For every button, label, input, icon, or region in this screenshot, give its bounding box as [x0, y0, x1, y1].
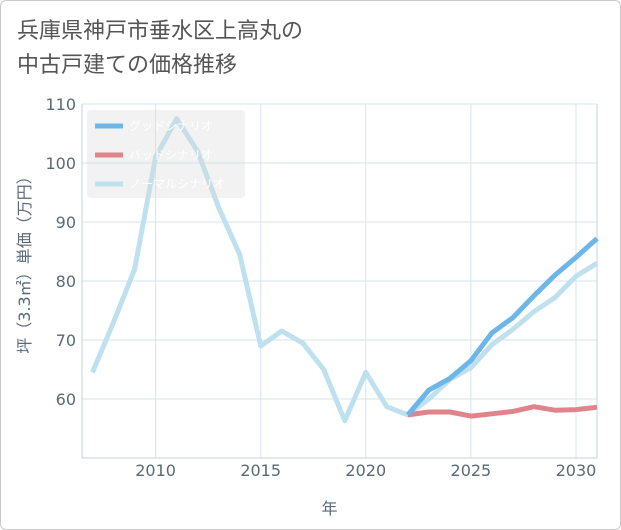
series-line: [407, 404, 598, 419]
y-tick-label: 80: [56, 272, 76, 291]
x-tick-label: 2025: [451, 461, 492, 480]
series-line: [90, 116, 599, 424]
x-tick-label: 2020: [345, 461, 386, 480]
legend-box: [87, 110, 245, 198]
legend-label: グッドシナリオ: [129, 119, 213, 133]
legend-label: ノーマルシナリオ: [129, 177, 225, 191]
y-tick-label: 110: [45, 95, 76, 114]
x-tick-label: 2030: [556, 461, 597, 480]
chart-title: 兵庫県神戸市垂水区上高丸の 中古戸建ての価格推移: [17, 19, 304, 78]
y-tick-label: 90: [56, 213, 76, 232]
y-axis-title: 坪（3.3㎡）単価（万円）: [15, 168, 34, 353]
series-layer: [90, 116, 599, 424]
x-axis-title: 年: [321, 499, 337, 518]
y-tick-labels: 60 70 80 90 100 110: [45, 95, 76, 409]
x-tick-label: 2015: [240, 461, 281, 480]
x-tick-labels: 2010 2015 2020 2025 2030: [135, 461, 596, 480]
series-line: [405, 236, 599, 417]
y-tick-label: 60: [56, 390, 76, 409]
legend-label: バッドシナリオ: [129, 148, 213, 162]
grid-lines: [82, 103, 597, 458]
y-tick-label: 70: [56, 331, 76, 350]
plot-frame: [81, 104, 598, 459]
y-tick-label: 100: [45, 154, 76, 173]
x-tick-label: 2010: [135, 461, 176, 480]
